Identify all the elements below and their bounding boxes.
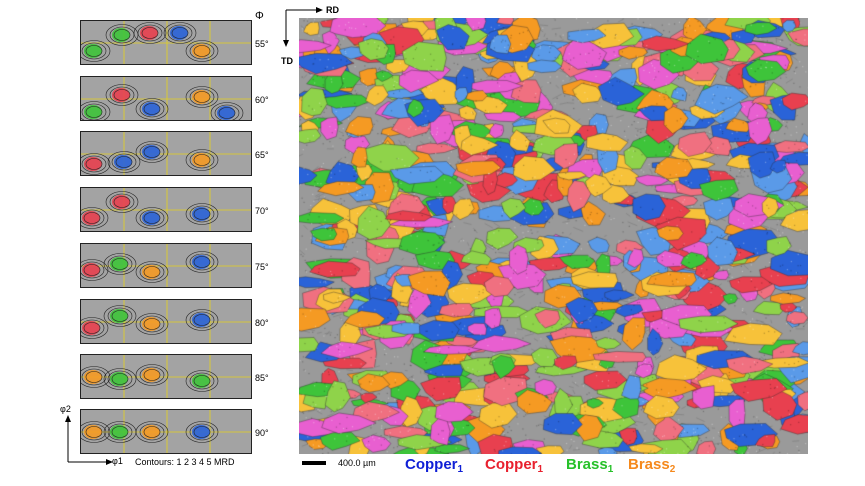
odf-section-phi-label: 60°: [255, 95, 269, 105]
legend-item: Brass2: [628, 456, 676, 475]
ebsd-map-canvas: [299, 18, 808, 454]
contours-label: Contours: 1 2 3 4 5 MRD: [135, 457, 235, 467]
phi1-axis-label: φ1: [112, 456, 123, 466]
legend-item: Copper1: [485, 456, 544, 475]
odf-section-phi-label: 65°: [255, 150, 269, 160]
odf-section-phi-label: 85°: [255, 373, 269, 383]
td-label: TD: [281, 56, 293, 66]
odf-section-phi-label: 70°: [255, 206, 269, 216]
odf-section-panel: [80, 20, 252, 65]
odf-section-phi-label: 55°: [255, 39, 269, 49]
rd-label: RD: [326, 5, 339, 15]
phi2-axis-label: φ2: [60, 404, 71, 414]
odf-section-panel: [80, 131, 252, 176]
odf-section-panel: [80, 187, 252, 232]
rd-td-axes-icon: [283, 7, 323, 47]
odf-section-panel: [80, 76, 252, 121]
scale-bar: [302, 461, 326, 465]
scale-bar-label: 400.0 µm: [338, 458, 376, 468]
legend-item: Brass1: [566, 456, 614, 475]
odf-section-phi-label: 90°: [255, 428, 269, 438]
phi-axes-icon: [65, 415, 113, 465]
odf-section-phi-label: 75°: [255, 262, 269, 272]
phi-symbol: Φ: [255, 10, 264, 22]
odf-section-phi-label: 80°: [255, 318, 269, 328]
legend-item: Copper1: [405, 456, 464, 475]
odf-section-panel: [80, 243, 252, 288]
odf-section-panel: [80, 354, 252, 399]
odf-section-panel: [80, 409, 252, 454]
odf-section-panel: [80, 299, 252, 344]
ebsd-orientation-map: [299, 18, 808, 454]
